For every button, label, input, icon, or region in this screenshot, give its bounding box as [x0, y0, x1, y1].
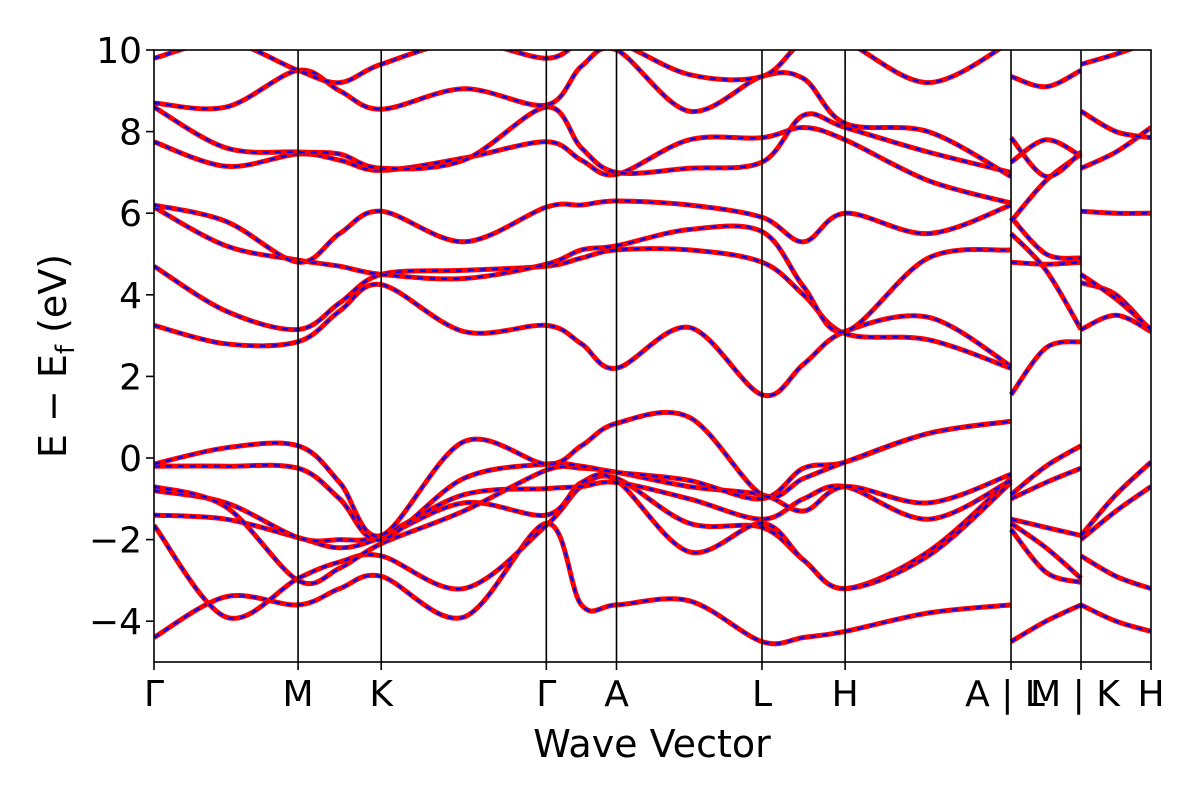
y-tick-label-2: 0	[119, 439, 142, 480]
band-33-dashed	[1080, 313, 1151, 333]
y-tick-label-1: −2	[89, 521, 142, 562]
plot-frame	[153, 49, 1152, 663]
y-axis-label-subscript: f	[51, 344, 81, 354]
x-tick-label-7: A | L	[965, 674, 1045, 715]
x-tick-label-3: Γ	[536, 674, 556, 715]
y-tick-label-0: −4	[89, 602, 142, 643]
plot-area	[154, 50, 1151, 662]
x-tick-label-0: Γ	[144, 674, 164, 715]
y-axis-ticks: −4 −2 0 2 4 6 8 10	[89, 31, 154, 643]
band-10-dashed	[154, 199, 1012, 264]
band-12-dashed	[154, 105, 1012, 175]
band-22-dashed	[1010, 261, 1082, 266]
x-tick-label-1: M	[283, 674, 314, 715]
band-7-solid	[154, 281, 1013, 399]
y-tick-label-7: 10	[96, 31, 142, 72]
band-36-dashed	[1080, 210, 1151, 215]
x-tick-label-5: L	[752, 674, 772, 715]
band-28-dashed	[1010, 69, 1082, 88]
band-21-dashed	[1010, 340, 1082, 396]
y-tick-label-5: 6	[119, 194, 142, 235]
band-15-dashed	[1010, 603, 1082, 643]
x-tick-label-6: H	[832, 674, 859, 715]
band-19-dashed	[1010, 467, 1082, 500]
band-8-dashed	[154, 247, 1012, 370]
band-18-dashed	[1010, 518, 1082, 537]
band-31-solid	[1079, 484, 1151, 542]
y-axis-label-unit: (eV)	[31, 254, 75, 345]
band-6-dashed	[154, 411, 1012, 538]
band-13-solid	[154, 50, 1013, 179]
x-axis-label: Wave Vector	[533, 722, 771, 766]
x-tick-label-8: M | K	[1030, 674, 1121, 715]
band-4-dashed	[154, 465, 1012, 585]
band-14-solid	[154, 50, 1003, 86]
band-35-solid	[1079, 272, 1151, 332]
band-37-dashed	[1080, 126, 1151, 170]
y-axis-label-main: E − E	[31, 354, 75, 458]
x-tick-label-4: A	[604, 674, 629, 715]
x-tick-label-9: H	[1137, 674, 1164, 715]
band-17-solid	[1009, 521, 1083, 581]
band-32-dashed	[1080, 461, 1151, 537]
band-20-dashed	[1010, 444, 1082, 496]
y-axis-label: E − Ef (eV)	[31, 254, 81, 458]
band-38-dashed	[1080, 110, 1151, 139]
band-16-dashed	[1010, 528, 1082, 584]
band-30-dashed	[1080, 554, 1151, 590]
band-22-solid	[1010, 259, 1082, 267]
band-24-dashed	[1010, 216, 1082, 260]
band-5-dashed	[154, 420, 1012, 541]
high-symmetry-lines	[297, 50, 1082, 662]
y-tick-label-3: 2	[119, 357, 142, 398]
band-23-dashed	[1010, 232, 1083, 331]
band-27-dashed	[1010, 136, 1082, 178]
y-tick-label-6: 8	[119, 113, 142, 154]
y-tick-label-4: 4	[119, 276, 142, 317]
band-39-dashed	[1080, 50, 1132, 66]
band-26-dashed	[1010, 138, 1082, 164]
x-tick-label-2: K	[369, 674, 394, 715]
band-29-dashed	[1080, 603, 1151, 633]
band-0-dashed	[154, 522, 1012, 645]
band-36-solid	[1080, 208, 1151, 216]
x-axis-ticks: Γ M K Γ A L H A | LM | K H	[144, 662, 1165, 715]
